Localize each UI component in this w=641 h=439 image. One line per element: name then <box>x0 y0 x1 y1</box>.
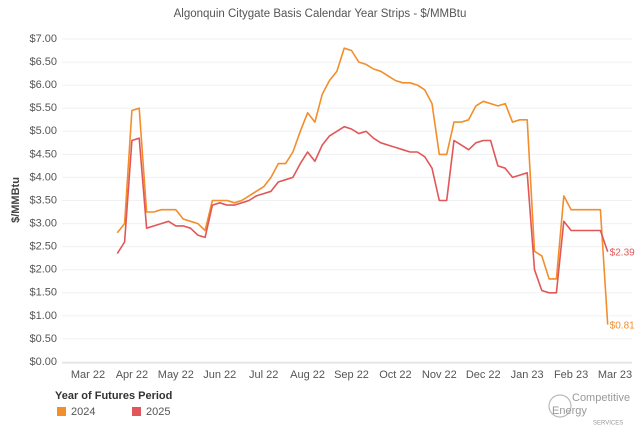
legend-title: Year of Futures Period <box>55 390 172 402</box>
y-tick-label: $1.00 <box>29 310 57 322</box>
x-tick-label: May 22 <box>158 369 194 381</box>
x-tick-label: Mar 22 <box>71 369 105 381</box>
y-tick-label: $3.50 <box>29 194 57 206</box>
y-tick-label: $4.00 <box>29 171 57 183</box>
series-line <box>116 125 609 294</box>
y-tick-label: $6.00 <box>29 79 57 91</box>
legend-label: 2025 <box>146 406 170 418</box>
x-tick-label: Mar 23 <box>598 369 632 381</box>
logo-text: Energy <box>552 405 587 417</box>
x-tick-label: Jan 23 <box>511 369 544 381</box>
x-tick-label: Dec 22 <box>466 369 501 381</box>
logo-text: SERVICES <box>593 421 623 427</box>
value-label: $2.39 <box>610 247 635 258</box>
x-tick-label: Aug 22 <box>290 369 325 381</box>
y-tick-label: $0.00 <box>29 356 57 368</box>
x-tick-label: Jun 22 <box>203 369 236 381</box>
x-tick-label: Apr 22 <box>116 369 148 381</box>
y-tick-label: $6.50 <box>29 56 57 68</box>
y-tick-label: $7.00 <box>29 33 57 45</box>
x-tick-label: Nov 22 <box>422 369 457 381</box>
y-tick-label: $5.00 <box>29 125 57 137</box>
value-label: $0.81 <box>610 320 635 331</box>
x-tick-label: Sep 22 <box>334 369 369 381</box>
y-tick-label: $5.50 <box>29 102 57 114</box>
y-tick-label: $1.50 <box>29 287 57 299</box>
series-line <box>116 47 609 325</box>
x-tick-label: Oct 22 <box>379 369 411 381</box>
logo-text: Competitive <box>572 392 630 404</box>
logo-icon <box>548 394 572 418</box>
x-tick-label: Jul 22 <box>249 369 278 381</box>
y-tick-label: $2.50 <box>29 241 57 253</box>
logo: Competitive Energy SERVICES <box>548 392 630 427</box>
y-tick-label: $0.50 <box>29 333 57 345</box>
y-tick-label: $2.00 <box>29 264 57 276</box>
legend-label: 2024 <box>71 406 95 418</box>
chart-title: Algonquin Citygate Basis Calendar Year S… <box>174 8 467 20</box>
y-axis-label: $/MMBtu <box>10 177 22 223</box>
y-tick-label: $3.00 <box>29 217 57 229</box>
legend-swatch <box>132 407 141 416</box>
x-tick-label: Feb 23 <box>554 369 588 381</box>
y-tick-label: $4.50 <box>29 148 57 160</box>
legend-swatch <box>57 407 66 416</box>
